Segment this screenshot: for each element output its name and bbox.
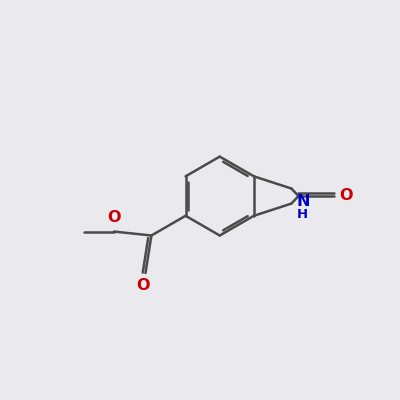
Text: N: N <box>296 194 310 209</box>
Text: O: O <box>136 278 150 293</box>
Text: O: O <box>107 210 121 225</box>
Text: H: H <box>297 208 308 221</box>
Text: O: O <box>339 188 353 203</box>
